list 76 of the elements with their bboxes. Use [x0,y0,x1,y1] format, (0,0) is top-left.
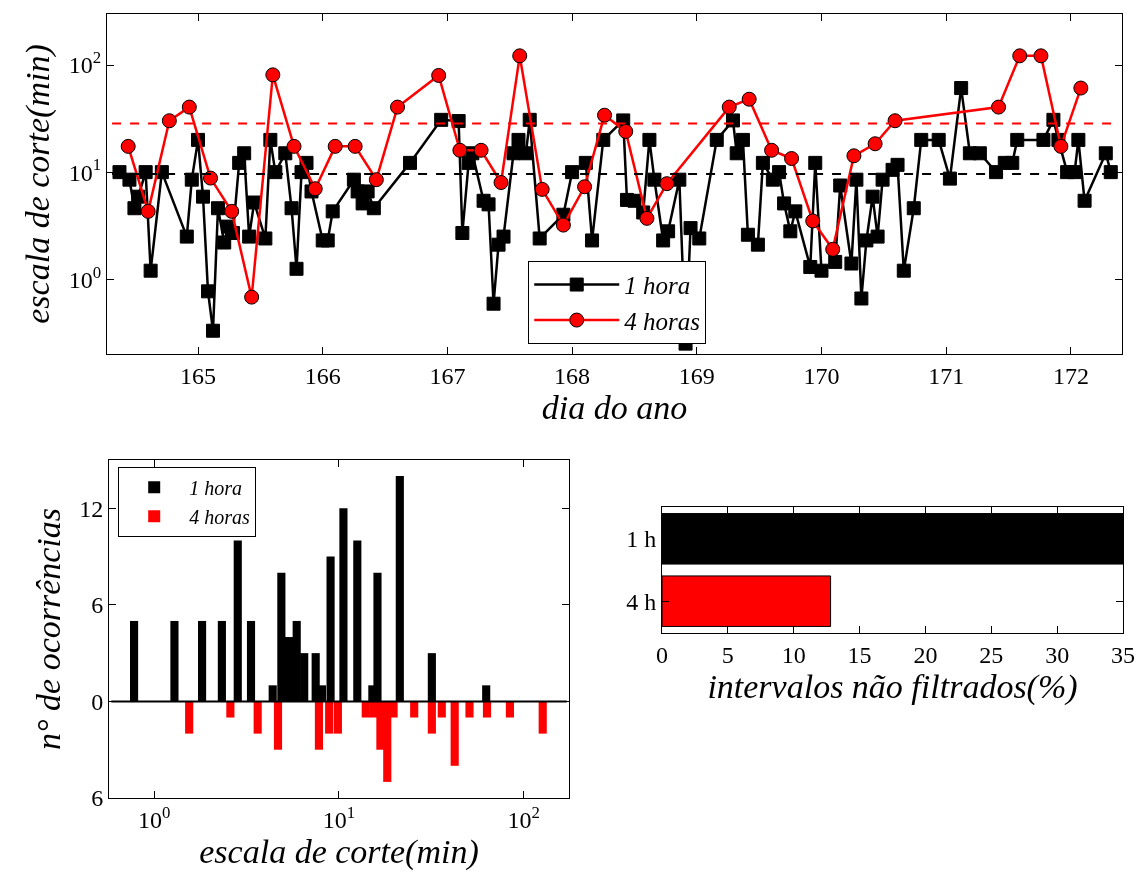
point [140,203,156,219]
point [347,138,363,154]
point [244,289,260,305]
point [473,142,489,158]
point [181,99,197,115]
y-tick-label: 12 [79,495,104,522]
point [721,99,737,115]
point [867,136,883,152]
point [577,179,593,195]
point [390,99,406,115]
point [327,138,343,154]
x-tick-label: 170 [803,362,840,389]
x-tick-label: 166 [304,362,341,389]
point [618,123,634,139]
point [639,210,655,226]
x-tick-label: 5 [721,641,734,668]
point [1012,48,1028,64]
x-tick-label: 15 [847,641,872,668]
point [805,213,821,229]
y-tick-label: 6 [91,592,104,619]
x-tick-label: 10$^{1}$ [322,802,356,833]
x-tick-label: 10 [781,641,806,668]
point [825,241,841,257]
x-axis-title: intervalos não filtrados(%) [707,667,1078,706]
x-tick-label: 172 [1052,362,1089,389]
point [534,181,550,197]
point [784,151,800,167]
point [887,113,903,129]
x-tick-label: 167 [429,362,466,389]
y-tick-label: 10$^{0}$ [68,262,102,293]
y-tick-label: 1 h [626,526,657,553]
point [286,138,302,154]
point [659,176,675,192]
point [991,99,1007,115]
point [493,175,509,190]
point [203,170,218,186]
x-axis-title: dia do ano [541,388,688,426]
x-tick-label: 165 [180,362,217,389]
point [555,217,571,233]
y-tick-label: 6 [91,785,104,812]
legend-label: 1 hora [189,477,242,500]
legend-label: 1 hora [624,272,691,300]
x-tick-label: 25 [979,641,1004,668]
x-axis-title: escala de corte(min) [199,832,479,871]
point [431,67,447,83]
x-tick-label: 10$^{0}$ [137,802,171,833]
x-tick-label: 30 [1045,641,1070,668]
point [368,172,384,188]
point [307,181,323,197]
point [512,48,528,64]
x-tick-label: 171 [928,362,965,389]
x-tick-label: 169 [678,362,715,389]
y-axis-title: escala de corte(min) [19,44,58,324]
point [1053,138,1069,154]
point [1033,48,1049,64]
point [161,113,177,129]
x-tick-label: 20 [913,641,938,668]
legend-label: 4 horas [624,307,700,335]
point [224,203,240,219]
y-axis-title: n° de ocorrências [29,507,67,751]
point [846,148,862,164]
y-tick-label: 0 [91,688,104,715]
point [764,142,780,158]
point [1073,80,1089,96]
point [120,138,136,154]
point [741,91,757,107]
x-tick-label: 35 [1111,641,1135,668]
x-tick-label: 168 [554,362,591,389]
point [452,142,468,158]
x-tick-label: 10$^{2}$ [507,802,540,833]
y-tick-label: 4 h [626,588,657,615]
point [265,67,281,83]
y-tick-label: 10$^{1}$ [68,155,102,186]
legend-label: 4 horas [189,506,250,529]
point [597,107,613,123]
y-tick-label: 10$^{2}$ [68,48,102,79]
